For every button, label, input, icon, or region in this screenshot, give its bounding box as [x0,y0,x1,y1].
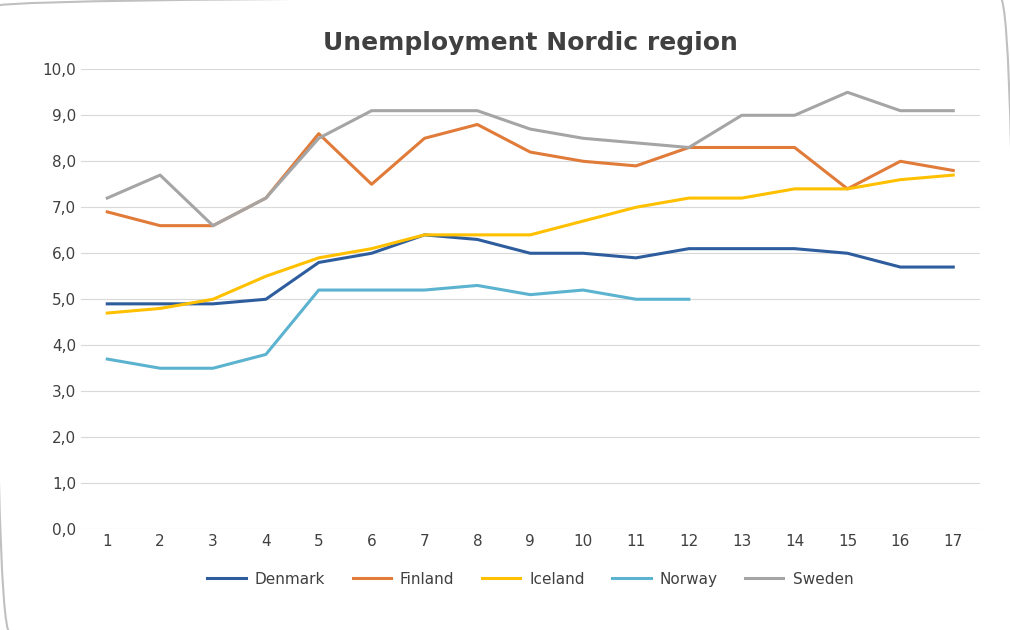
Title: Unemployment Nordic region: Unemployment Nordic region [323,31,737,55]
Legend: Denmark, Finland, Iceland, Norway, Sweden: Denmark, Finland, Iceland, Norway, Swede… [201,566,860,593]
